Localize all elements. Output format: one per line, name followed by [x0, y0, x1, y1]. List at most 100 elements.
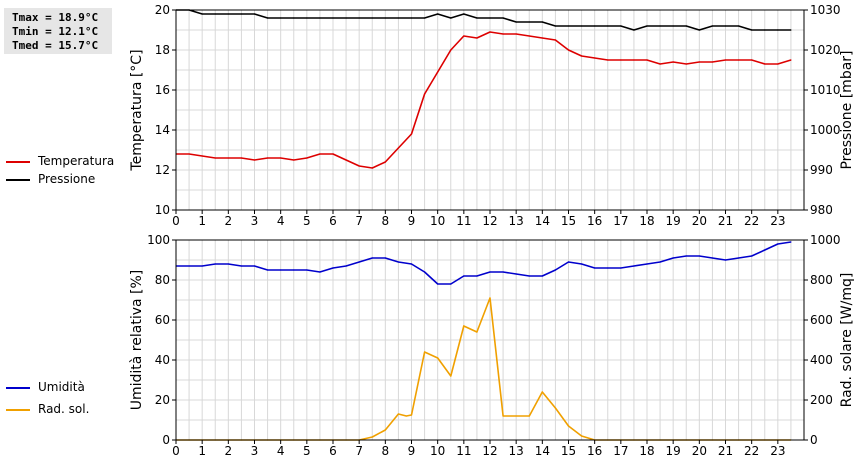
bottom-series-0-point — [751, 255, 753, 257]
top-yleft-tick-label: 16 — [155, 83, 170, 97]
bottom-series-0-point — [371, 257, 373, 259]
tmax-text: Tmax = 18.9°C — [12, 11, 99, 24]
tmin-text: Tmin = 12.1°C — [12, 25, 99, 38]
top-x-tick-label: 9 — [408, 214, 416, 228]
bottom-series-0-point — [410, 263, 413, 265]
top-series-0-point — [580, 55, 583, 57]
legend-label-temperatura: Temperatura — [38, 154, 115, 168]
top-series-1-point — [358, 17, 360, 19]
top-series-1-point — [724, 25, 727, 27]
top-yright-tick-label: 1020 — [810, 43, 841, 57]
top-series-0-point — [737, 59, 740, 61]
top-x-tick-label: 2 — [225, 214, 233, 228]
bottom-x-tick-label: 5 — [303, 444, 311, 458]
top-series-1-point — [214, 13, 216, 15]
bottom-series-1-point — [384, 429, 386, 431]
top-yleft-tick-label: 10 — [155, 203, 170, 217]
bottom-series-0-point — [214, 263, 216, 265]
top-series-0-point — [502, 33, 504, 35]
bottom-series-0-point — [541, 275, 543, 277]
bottom-series-0-point — [358, 261, 360, 263]
top-series-1-point — [437, 13, 439, 15]
bottom-x-tick-label: 11 — [456, 444, 471, 458]
top-series-0-point — [240, 157, 243, 159]
top-yleft-tick-label: 18 — [155, 43, 170, 57]
bottom-series-0-point — [777, 243, 779, 245]
top-series-1-point — [463, 13, 465, 15]
top-yright-axis-label: Pressione [mbar] — [839, 50, 855, 169]
top-series-1-point — [580, 25, 583, 27]
top-series-1-point — [253, 13, 256, 15]
top-series-0-point — [672, 61, 674, 63]
bottom-series-line-1 — [176, 297, 791, 441]
bottom-series-0-point — [554, 269, 557, 271]
bottom-x-tick-label: 23 — [770, 444, 785, 458]
top-series-1-point — [240, 13, 243, 15]
bottom-series-0-point — [397, 261, 400, 263]
top-series-1-point — [594, 25, 596, 27]
bottom-series-0-point — [528, 275, 530, 277]
bottom-x-tick-label: 22 — [744, 444, 759, 458]
top-series-1-point — [541, 21, 543, 23]
bottom-series-0-point — [724, 259, 727, 261]
bottom-series-1-point — [502, 415, 504, 417]
bottom-yright-tick-label: 800 — [810, 273, 833, 287]
bottom-series-0-point — [489, 271, 491, 273]
bottom-x-tick-label: 2 — [225, 444, 233, 458]
top-series-1-point — [502, 17, 504, 19]
bottom-series-0-point — [280, 269, 282, 271]
top-x-tick-label: 0 — [172, 214, 180, 228]
bottom-x-tick-label: 18 — [639, 444, 654, 458]
top-series-1-point — [764, 29, 766, 31]
bottom-series-0-point — [711, 257, 714, 259]
bottom-series-0-point — [698, 255, 700, 257]
bottom-series-1-point — [463, 325, 465, 327]
bottom-series-1-point — [371, 436, 373, 438]
bottom-series-0-point — [450, 283, 452, 285]
bottom-x-tick-label: 12 — [482, 444, 497, 458]
top-series-line-0 — [176, 31, 792, 169]
top-series-0-point — [306, 157, 308, 159]
top-series-0-point — [437, 71, 439, 73]
top-series-1-point — [515, 21, 517, 23]
bottom-series-0-point — [620, 267, 622, 269]
bottom-yleft-tick-label: 0 — [162, 433, 170, 447]
top-yright-tick-label: 980 — [810, 203, 833, 217]
top-series-0-point — [201, 155, 203, 157]
top-series-0-point — [646, 59, 648, 61]
bottom-series-0-point — [685, 255, 687, 257]
top-series-0-point — [698, 61, 700, 63]
top-x-tick-label: 20 — [692, 214, 707, 228]
top-x-tick-label: 12 — [482, 214, 497, 228]
bottom-x-tick-label: 15 — [561, 444, 576, 458]
legend-swatch-pressione — [6, 179, 30, 181]
bottom-series-0-point — [423, 271, 426, 273]
top-series-1-point — [332, 17, 334, 19]
bottom-series-1-point — [410, 414, 413, 416]
top-x-tick-label: 23 — [770, 214, 785, 228]
top-series-0-point — [489, 31, 491, 33]
top-series-0-point — [476, 37, 478, 39]
bottom-series-1-point — [397, 413, 400, 415]
legend-swatch-radsol — [6, 409, 30, 411]
bottom-series-0-point — [764, 249, 766, 251]
top-series-0-point — [633, 59, 635, 61]
top-x-tick-label: 10 — [430, 214, 445, 228]
top-series-line-1 — [176, 9, 791, 31]
legend-label-umidita: Umidità — [38, 380, 85, 394]
top-x-tick-label: 18 — [639, 214, 654, 228]
top-series-0-point — [554, 39, 557, 41]
top-series-1-point — [450, 17, 452, 19]
bottom-series-0-point — [240, 265, 243, 267]
top-series-1-point — [528, 21, 530, 23]
bottom-series-0-point — [188, 265, 190, 267]
bottom-series-1-point — [567, 425, 570, 427]
top-series-1-point — [489, 17, 491, 19]
bottom-yright-tick-label: 600 — [810, 313, 833, 327]
top-series-1-point — [672, 25, 674, 27]
bottom-series-0-point — [607, 267, 609, 269]
top-series-0-point — [594, 57, 596, 59]
tmed-text: Tmed = 15.7°C — [12, 39, 99, 52]
bottom-x-tick-label: 0 — [172, 444, 180, 458]
top-series-1-point — [554, 25, 557, 27]
